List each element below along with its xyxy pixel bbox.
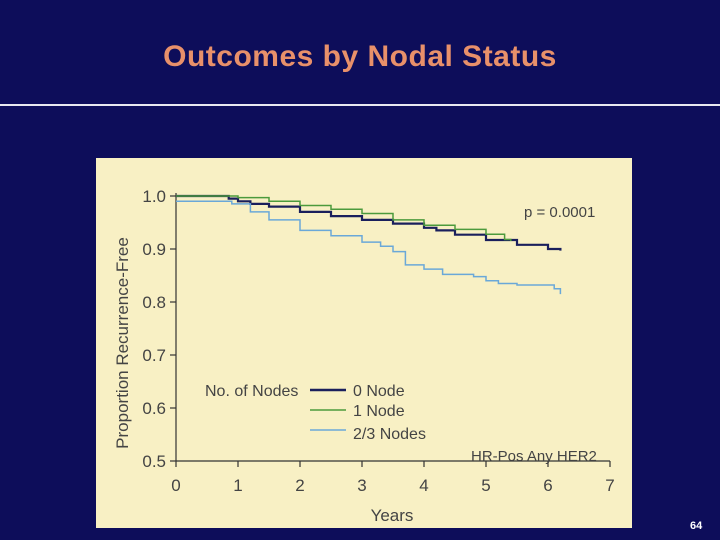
page-number: 64 — [690, 520, 703, 532]
x-tick-label: 4 — [419, 476, 428, 495]
x-tick-label: 3 — [357, 476, 366, 495]
title-divider — [0, 104, 720, 106]
legend-title: No. of Nodes — [205, 383, 298, 400]
y-tick-label: 0.6 — [142, 399, 166, 418]
x-tick-label: 2 — [295, 476, 304, 495]
y-tick-label: 0.9 — [142, 240, 166, 259]
legend-label-0-node: 0 Node — [353, 383, 405, 400]
y-axis-label: Proportion Recurrence-Free — [113, 237, 132, 449]
chart-panel: 1.0 0.9 0.8 0.7 0.6 0.5 0 1 2 3 4 5 6 7 Proportion Re… — [96, 158, 632, 528]
x-tick-label: 1 — [233, 476, 242, 495]
y-tick-label: 0.8 — [142, 293, 166, 312]
subset-annotation: HR-Pos Any HER2 — [471, 448, 597, 465]
series-line-2-3-nodes — [176, 200, 562, 295]
legend-label-2-3-nodes: 2/3 Nodes — [353, 426, 426, 443]
legend-label-1-node: 1 Node — [353, 403, 405, 420]
x-tick-label: 0 — [171, 476, 180, 495]
series-line-1-node — [176, 195, 512, 241]
y-tick-label: 0.7 — [142, 346, 166, 365]
y-tick-label: 0.5 — [142, 452, 166, 471]
x-tick-label: 7 — [605, 476, 614, 495]
survival-chart: 1.0 0.9 0.8 0.7 0.6 0.5 0 1 2 3 4 5 6 7 Proportion Re… — [113, 187, 615, 525]
y-tick-label: 1.0 — [142, 187, 166, 206]
x-axis-label: Years — [371, 506, 414, 525]
x-tick-label: 5 — [481, 476, 490, 495]
slide-title: Outcomes by Nodal Status — [163, 40, 557, 73]
x-tick-label: 6 — [543, 476, 552, 495]
p-value-annotation: p = 0.0001 — [524, 204, 595, 221]
